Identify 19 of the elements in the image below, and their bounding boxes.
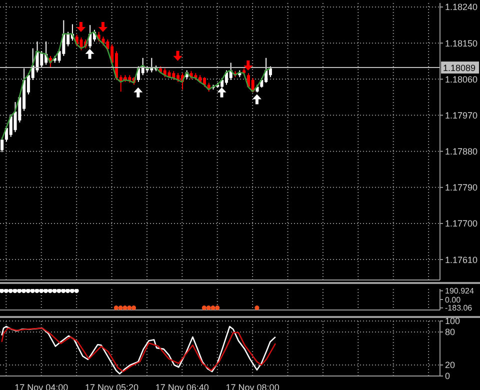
y-tick-label: 100 (445, 316, 460, 326)
candlestick (0, 137, 4, 153)
candlestick (40, 50, 44, 68)
y-tick-label: 190.924 (445, 286, 474, 296)
y-tick-label: 1.18060 (445, 74, 478, 84)
y-tick-label: 0.00 (445, 295, 462, 304)
y-tick-label: 1.18150 (445, 38, 478, 48)
y-tick-label: 1.17790 (445, 182, 478, 193)
y-tick-label: 1.17610 (445, 254, 478, 265)
ref-line-label: 1.18089 (443, 63, 476, 74)
y-tick-label: -183.06 (445, 304, 473, 313)
y-tick-label: 1.17970 (445, 110, 478, 120)
y-tick-label: 20 (445, 360, 456, 370)
y-tick-label: 80 (445, 327, 456, 338)
candlestick (268, 66, 272, 78)
y-tick-label: 0 (445, 371, 450, 382)
y-tick-label: 1.17880 (445, 146, 478, 157)
y-tick-label: 1.18240 (445, 2, 478, 12)
y-tick-label: 1.17700 (445, 218, 478, 229)
